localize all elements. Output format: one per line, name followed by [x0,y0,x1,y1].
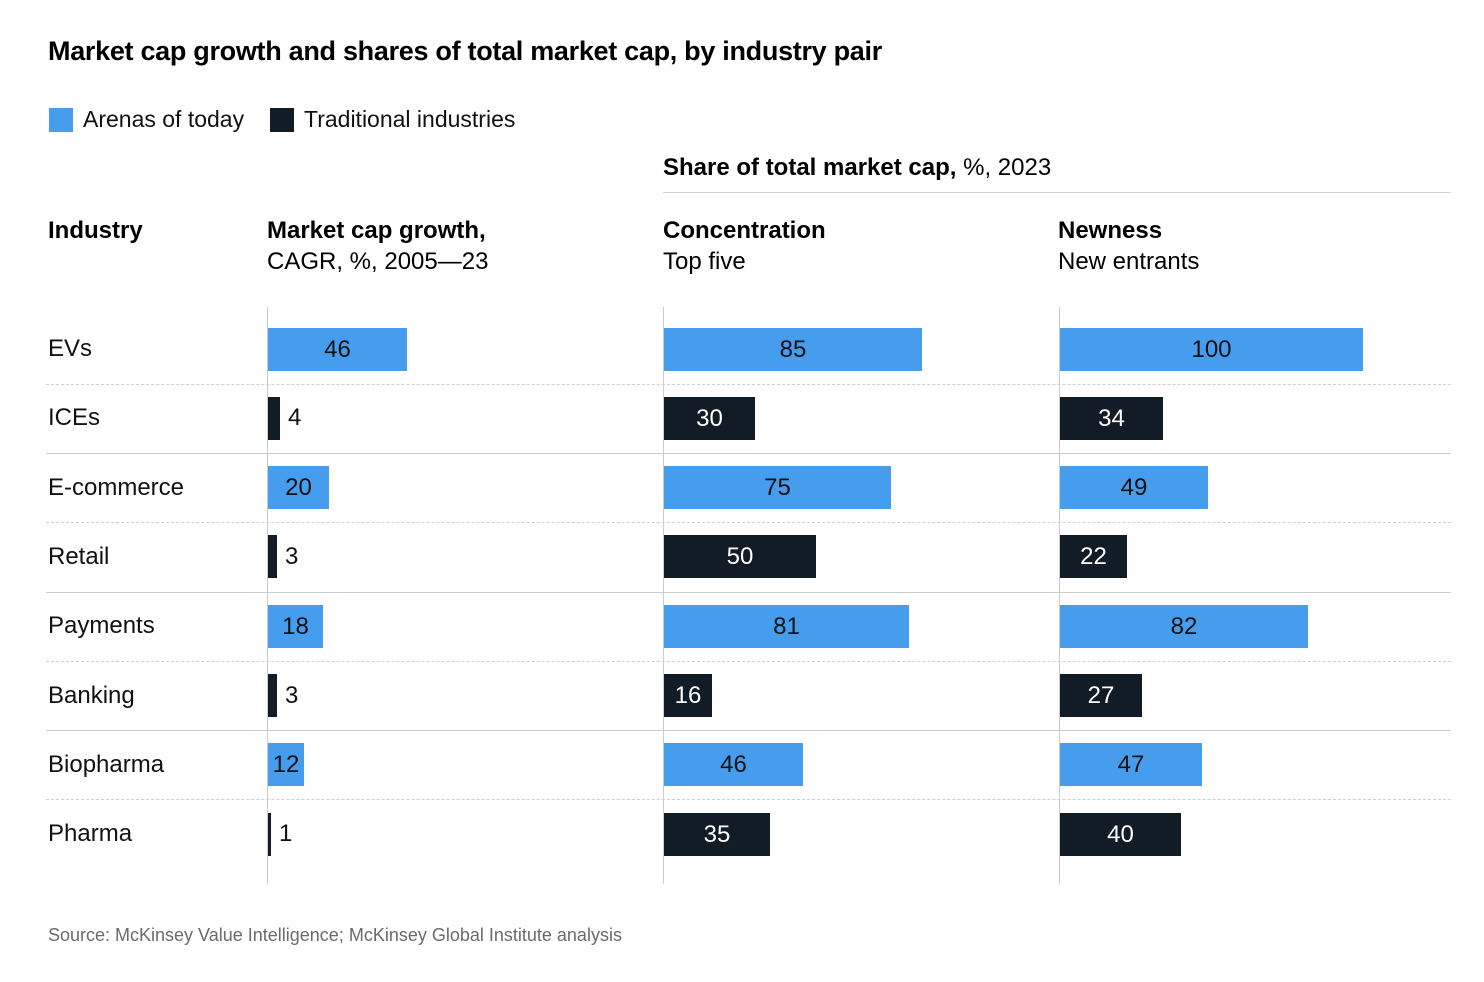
chart-title: Market cap growth and shares of total ma… [48,36,882,66]
legend-swatch-traditional [270,107,294,132]
pair-divider [46,384,1451,385]
row-label: E-commerce [48,474,185,501]
group-divider [46,453,1451,454]
bar-value-label: 30 [696,404,723,432]
bar-value-label: 47 [1117,750,1145,778]
bar-value-label: 75 [764,473,791,501]
bar-value-label: 46 [324,335,351,363]
column-header-concentration: Concentration Top five [663,215,826,277]
bar-value-label: 1 [279,820,293,847]
bar-newness: 34 [1060,397,1163,440]
row-label: Pharma [48,820,133,847]
column-header-industry: Industry [48,215,143,246]
row-label: Biopharma [48,751,165,778]
bar-value-label: 3 [285,682,299,709]
column-title-concentration: Concentration [663,217,826,244]
bar-value-label: 49 [1120,473,1148,501]
column-title-industry: Industry [48,217,143,244]
bar-growth: 12 [268,743,304,786]
axis-line-newness [1059,307,1060,884]
bar-value-label: 40 [1107,820,1134,848]
bar-concentration: 35 [664,813,770,856]
share-header-bold: Share of total market cap, [663,154,957,181]
bar-value-label: 85 [779,335,807,363]
legend-label-arenas: Arenas of today [83,106,245,132]
column-header-newness: Newness New entrants [1058,215,1199,277]
column-title-growth: Market cap growth, [267,217,486,244]
row-label: EVs [48,335,93,362]
bar-concentration: 81 [664,605,909,648]
group-divider [46,730,1451,731]
column-subtitle-concentration: Top five [663,248,746,275]
bar-value-label: 16 [674,681,702,709]
bar-concentration: 75 [664,466,891,509]
bar-concentration: 50 [664,535,816,578]
column-subtitle-growth: CAGR, %, 2005—23 [267,248,489,275]
row-label: Retail [48,543,110,570]
bar-newness: 100 [1060,328,1363,371]
bar-value-label: 12 [272,750,300,778]
bar-value-label: 18 [282,612,309,640]
share-header-rule [663,192,1451,193]
share-header: Share of total market cap, %, 2023 [663,154,1051,182]
bar-growth: 20 [268,466,329,509]
row-label: ICEs [48,404,101,431]
bar-value-label: 81 [773,612,800,640]
bar-newness: 49 [1060,466,1208,509]
bar-growth: 46 [268,328,407,371]
bar-value-label: 82 [1170,612,1198,640]
bar-newness: 82 [1060,605,1308,648]
bar-value-label: 35 [703,820,731,848]
column-header-growth: Market cap growth, CAGR, %, 2005—23 [267,215,488,277]
row-label: Banking [48,682,135,709]
bar-value-label: 4 [288,404,302,431]
pair-divider [46,661,1451,662]
bar-concentration: 16 [664,674,712,717]
bar-newness: 27 [1060,674,1142,717]
bar-value-label: 50 [726,542,754,570]
column-subtitle-newness: New entrants [1058,248,1200,275]
bar-newness: 47 [1060,743,1202,786]
legend-item-traditional: Traditional industries [270,106,515,133]
bar-value-label: 46 [720,750,747,778]
column-title-newness: Newness [1058,217,1163,244]
bar-concentration: 30 [664,397,755,440]
bar-value-label: 27 [1087,681,1115,709]
share-header-rest: %, 2023 [956,154,1052,181]
bar-growth: 18 [268,605,323,648]
legend-label-traditional: Traditional industries [304,106,516,132]
bar-value-label: 34 [1098,404,1125,432]
bar-value-label: 20 [285,473,312,501]
bar-value-label: 3 [285,543,299,570]
pair-divider [46,522,1451,523]
bar-value-label: 100 [1191,335,1232,363]
source-note: Source: McKinsey Value Intelligence; McK… [48,925,622,945]
bar-value-label: 22 [1080,542,1107,570]
bar-growth [268,397,280,440]
bar-growth [268,674,277,717]
bar-concentration: 85 [664,328,922,371]
bar-newness: 40 [1060,813,1181,856]
bar-newness: 22 [1060,535,1127,578]
bar-growth [268,535,277,578]
bar-growth [268,813,271,856]
row-label: Payments [48,612,155,639]
pair-divider [46,799,1451,800]
axis-line-concentration [663,307,664,884]
legend-item-arenas: Arenas of today [49,106,244,133]
axis-line-growth [267,307,268,884]
legend-swatch-arenas [49,107,73,132]
bar-concentration: 46 [664,743,803,786]
group-divider [46,592,1451,593]
